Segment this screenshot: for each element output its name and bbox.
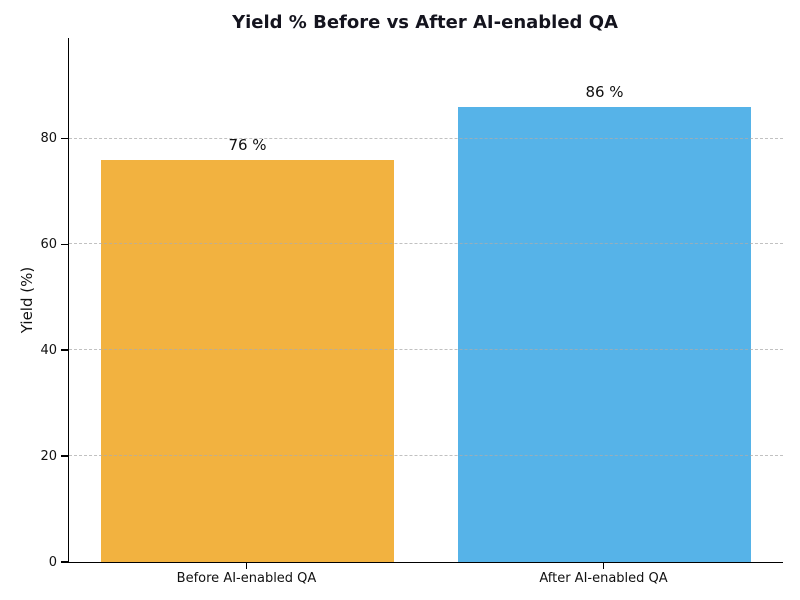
chart-title: Yield % Before vs After AI-enabled QA [232,12,618,33]
plot-area: 76 % 86 % [68,38,783,563]
bar-1 [458,106,751,562]
y-tick-label-20: 20 [40,448,57,464]
y-tick-label-0: 0 [48,554,57,570]
y-tick-label-60: 60 [40,236,57,252]
y-tick-label-80: 80 [40,131,57,147]
x-tick-mark-0 [245,563,248,569]
x-tick-mark-1 [602,563,605,569]
bar-value-label-1: 86 % [585,82,624,101]
y-tick-mark-60 [61,243,68,246]
y-tick-mark-0 [61,561,68,563]
y-tick-mark-20 [61,455,68,457]
x-tick-label-0: Before AI-enabled QA [176,571,317,586]
y-axis-label: Yield (%) [18,266,36,334]
y-tick-label-40: 40 [40,342,57,358]
bar-value-label-0: 76 % [228,135,267,154]
bar-0 [101,159,394,562]
y-tick-mark-40 [61,349,68,352]
y-tick-mark-80 [61,137,68,140]
x-tick-label-1: After AI-enabled QA [539,571,668,586]
